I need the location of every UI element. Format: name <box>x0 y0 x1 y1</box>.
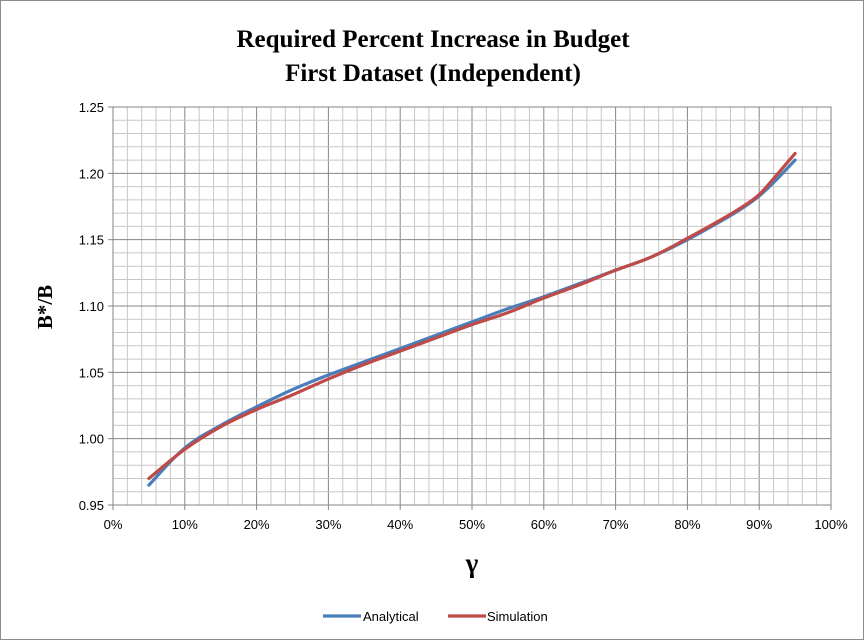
legend: Analytical Simulation <box>323 609 548 624</box>
y-tick-label: 1.00 <box>79 432 104 447</box>
y-tick-label: 0.95 <box>79 498 104 513</box>
x-tick-label: 30% <box>315 517 341 532</box>
x-tick-label: 60% <box>531 517 557 532</box>
x-tick-label: 20% <box>244 517 270 532</box>
legend-label-analytical: Analytical <box>363 609 419 624</box>
x-tick-label: 50% <box>459 517 485 532</box>
chart-title-line-2: First Dataset (Independent) <box>285 60 581 87</box>
series-line-simulation <box>147 151 797 481</box>
legend-label-simulation: Simulation <box>487 609 548 624</box>
x-tick-label: 80% <box>674 517 700 532</box>
x-tick-label: 100% <box>814 517 848 532</box>
x-tick-label: 0% <box>104 517 123 532</box>
chart-title-line-1: Required Percent Increase in Budget <box>236 26 630 53</box>
x-tick-label: 90% <box>746 517 772 532</box>
x-axis-title: γ <box>465 548 479 578</box>
y-axis-title: B*/B <box>33 285 57 329</box>
y-tick-label: 1.10 <box>79 299 104 314</box>
y-tick-label: 1.15 <box>79 233 104 248</box>
tick-labels: 0% 10% 20% 30% 40% 50% 60% 70% 80% 90% 100% 0.95 1.0… <box>79 100 848 532</box>
x-tick-label: 70% <box>603 517 629 532</box>
y-tick-label: 1.20 <box>79 166 104 181</box>
gridlines <box>112 106 832 506</box>
y-tick-label: 1.25 <box>79 100 104 115</box>
x-tick-label: 10% <box>172 517 198 532</box>
y-tick-label: 1.05 <box>79 365 104 380</box>
x-tick-label: 40% <box>387 517 413 532</box>
series-lines <box>147 151 797 487</box>
